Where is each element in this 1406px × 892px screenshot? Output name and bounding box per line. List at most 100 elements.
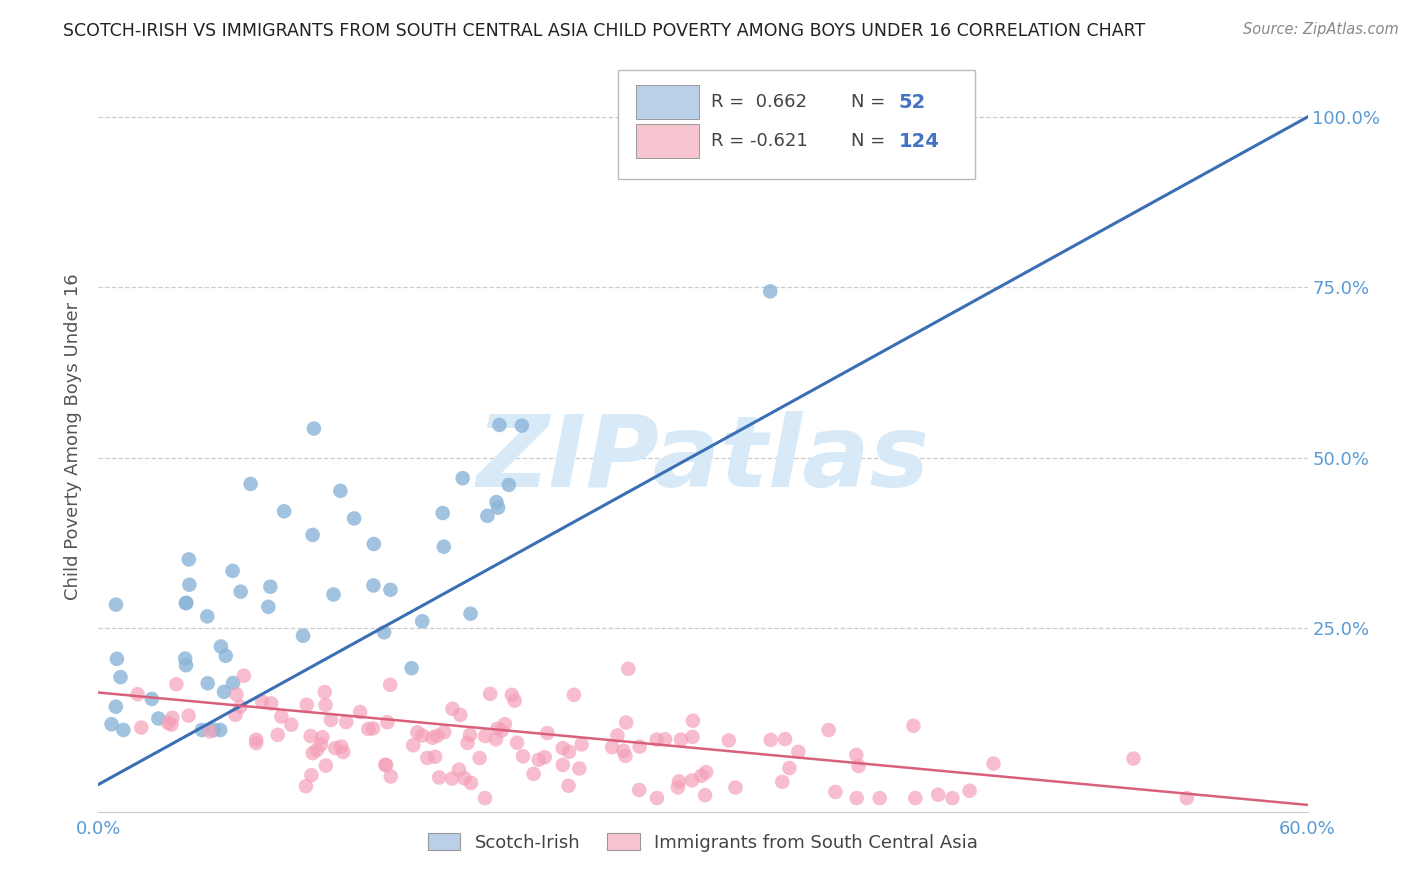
Point <box>416 751 439 765</box>
Point <box>225 707 247 722</box>
Point <box>1122 751 1144 765</box>
Point <box>432 506 454 520</box>
Point <box>229 584 252 599</box>
Point <box>176 596 198 610</box>
Point <box>105 652 128 666</box>
Text: Source: ZipAtlas.com: Source: ZipAtlas.com <box>1243 22 1399 37</box>
Point <box>357 722 380 736</box>
Point <box>845 747 868 762</box>
Point <box>330 739 353 754</box>
Point <box>759 732 782 747</box>
Point <box>202 723 225 737</box>
Point <box>225 687 247 701</box>
Point <box>335 714 357 729</box>
Point <box>198 724 221 739</box>
Point <box>406 725 429 739</box>
Point <box>460 776 482 790</box>
Point <box>690 769 713 783</box>
Point <box>165 677 187 691</box>
Point <box>681 773 703 788</box>
Point <box>174 651 197 665</box>
Point <box>458 728 481 742</box>
Point <box>488 417 510 432</box>
Point <box>148 711 170 725</box>
Point <box>260 697 283 711</box>
Text: N =: N = <box>851 93 884 112</box>
Point <box>292 629 315 643</box>
Point <box>215 648 238 663</box>
Text: R = -0.621: R = -0.621 <box>711 132 808 150</box>
Text: R =  0.662: R = 0.662 <box>711 93 807 112</box>
Point <box>329 483 352 498</box>
Point <box>266 728 288 742</box>
Point <box>177 552 200 566</box>
Point <box>380 582 402 597</box>
Point <box>174 596 197 610</box>
Point <box>311 730 333 744</box>
Point <box>343 511 366 525</box>
Point <box>104 699 127 714</box>
Point <box>322 587 344 601</box>
Text: N =: N = <box>851 132 884 150</box>
Point <box>222 676 245 690</box>
Point <box>617 662 640 676</box>
Point <box>302 421 325 435</box>
Point <box>503 693 526 707</box>
Point <box>174 658 197 673</box>
FancyBboxPatch shape <box>637 124 699 159</box>
Point <box>606 728 628 742</box>
Point <box>693 788 716 802</box>
Point <box>426 729 449 743</box>
Point <box>903 719 925 733</box>
Point <box>112 723 135 737</box>
Text: SCOTCH-IRISH VS IMMIGRANTS FROM SOUTH CENTRAL ASIA CHILD POVERTY AMONG BOYS UNDE: SCOTCH-IRISH VS IMMIGRANTS FROM SOUTH CE… <box>63 22 1146 40</box>
Point <box>787 745 810 759</box>
Legend: Scotch-Irish, Immigrants from South Central Asia: Scotch-Irish, Immigrants from South Cent… <box>420 826 986 859</box>
Point <box>380 769 402 783</box>
Point <box>779 761 801 775</box>
Point <box>301 528 323 542</box>
Point <box>485 495 508 509</box>
Point <box>468 751 491 765</box>
Point <box>506 736 529 750</box>
Point <box>232 669 254 683</box>
Point <box>315 758 337 772</box>
Point <box>494 717 516 731</box>
Point <box>612 744 634 758</box>
Point <box>411 729 433 743</box>
Point <box>374 757 396 772</box>
Point <box>361 722 384 736</box>
Point <box>571 738 593 752</box>
Point <box>229 699 252 714</box>
Point <box>533 750 555 764</box>
Point <box>666 780 689 795</box>
Point <box>100 717 122 731</box>
Point <box>309 738 332 752</box>
Point <box>457 736 479 750</box>
Point <box>299 729 322 743</box>
Point <box>401 661 423 675</box>
Point <box>177 708 200 723</box>
Point <box>212 685 235 699</box>
Point <box>645 791 668 805</box>
Point <box>551 741 574 756</box>
Point <box>498 478 520 492</box>
Point <box>195 609 218 624</box>
Point <box>433 725 456 739</box>
Point <box>250 695 273 709</box>
Y-axis label: Child Poverty Among Boys Under 16: Child Poverty Among Boys Under 16 <box>65 274 83 600</box>
Point <box>259 580 281 594</box>
Point <box>273 504 295 518</box>
Point <box>239 477 262 491</box>
Point <box>110 670 132 684</box>
Point <box>1175 791 1198 805</box>
Point <box>315 698 337 712</box>
Point <box>197 676 219 690</box>
Point <box>941 791 963 805</box>
Point <box>162 711 184 725</box>
Point <box>460 607 482 621</box>
Point <box>191 723 214 737</box>
Text: 52: 52 <box>898 93 927 112</box>
Point <box>314 685 336 699</box>
Point <box>845 791 868 805</box>
